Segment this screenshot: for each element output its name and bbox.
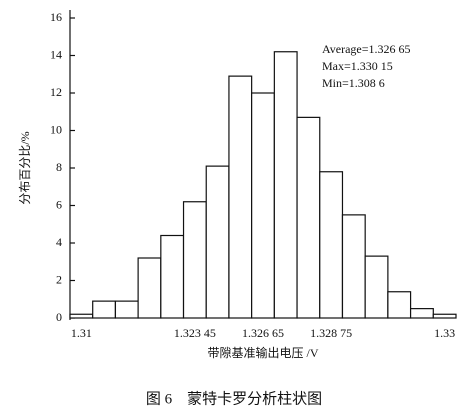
annotation: Min=1.308 6 [322, 76, 385, 90]
y-tick-label: 4 [56, 235, 62, 249]
y-tick-label: 10 [50, 122, 62, 136]
caption: 图 6 蒙特卡罗分析柱状图 [146, 390, 322, 407]
bar [296, 116, 321, 319]
y-tick-label: 2 [56, 272, 62, 286]
bar [69, 313, 94, 319]
y-tick-label: 6 [56, 197, 62, 211]
bar [228, 75, 253, 319]
y-tick-label: 16 [50, 10, 62, 24]
x-tick-label: 1.33 [434, 326, 455, 340]
bar [364, 255, 389, 319]
bar [387, 291, 412, 319]
x-axis-label: 带隙基准输出电压 /V [207, 345, 318, 360]
y-tick-label: 14 [50, 47, 62, 61]
y-tick-label: 0 [56, 310, 62, 324]
annotation: Max=1.330 15 [322, 59, 393, 73]
x-tick-label: 1.323 45 [174, 326, 216, 340]
bar [341, 214, 366, 319]
bar [137, 257, 162, 319]
bar [160, 234, 185, 319]
bar [319, 171, 344, 319]
x-tick-label: 1.328 75 [310, 326, 352, 340]
bar [273, 51, 298, 319]
y-axis-label: 分布百分比/% [18, 131, 32, 204]
bar [92, 300, 117, 319]
annotation: Average=1.326 65 [322, 42, 411, 56]
bar [182, 201, 207, 319]
x-tick-label: 1.31 [71, 326, 92, 340]
bar [251, 92, 275, 319]
bar [432, 313, 457, 319]
bar [205, 165, 230, 319]
y-tick-label: 12 [50, 85, 62, 99]
x-tick-label: 1.326 65 [242, 326, 284, 340]
bar [114, 300, 139, 319]
y-tick-label: 8 [56, 160, 62, 174]
bar [409, 308, 434, 319]
